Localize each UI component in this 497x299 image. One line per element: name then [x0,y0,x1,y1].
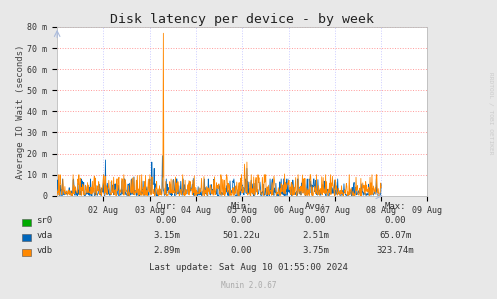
Text: 501.22u: 501.22u [222,231,260,240]
Text: 3.75m: 3.75m [302,246,329,255]
Text: sr0: sr0 [36,216,52,225]
Y-axis label: Average IO Wait (seconds): Average IO Wait (seconds) [15,44,25,179]
Text: vdb: vdb [36,246,52,255]
Text: RRDTOOL / TOBI OETIKER: RRDTOOL / TOBI OETIKER [489,72,494,155]
Text: vda: vda [36,231,52,240]
Text: 0.00: 0.00 [230,216,252,225]
Text: Cur:: Cur: [156,202,177,211]
Text: 2.51m: 2.51m [302,231,329,240]
Title: Disk latency per device - by week: Disk latency per device - by week [110,13,374,26]
Text: 65.07m: 65.07m [379,231,411,240]
Text: 0.00: 0.00 [305,216,327,225]
Text: 2.89m: 2.89m [153,246,180,255]
Text: 323.74m: 323.74m [376,246,414,255]
Text: 0.00: 0.00 [384,216,406,225]
Text: Last update: Sat Aug 10 01:55:00 2024: Last update: Sat Aug 10 01:55:00 2024 [149,263,348,272]
Text: Min:: Min: [230,202,252,211]
Text: 3.15m: 3.15m [153,231,180,240]
Text: 0.00: 0.00 [156,216,177,225]
Text: Avg:: Avg: [305,202,327,211]
Text: Munin 2.0.67: Munin 2.0.67 [221,281,276,290]
Text: Max:: Max: [384,202,406,211]
Text: 0.00: 0.00 [230,246,252,255]
